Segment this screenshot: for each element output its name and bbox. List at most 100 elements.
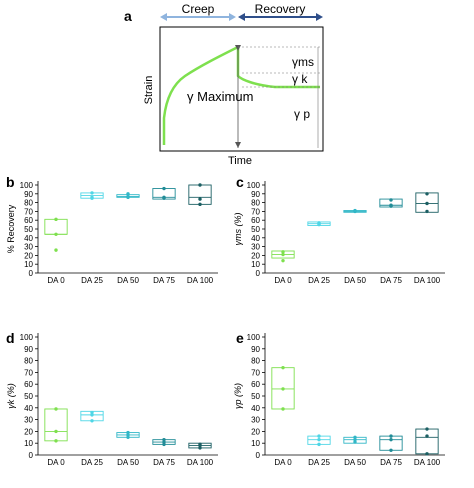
recovery-arrow-right-head (316, 13, 323, 21)
data-point (389, 198, 393, 202)
x-tick-label: DA 100 (414, 276, 441, 285)
gamma-maximum-label: γ Maximum (187, 89, 253, 104)
data-point (90, 196, 94, 200)
data-point (126, 430, 130, 435)
data-point (353, 435, 357, 439)
y-axis-title: γms (%) (233, 213, 243, 246)
y-tick-label: 90 (251, 345, 260, 354)
y-tick-label: 90 (24, 345, 33, 354)
x-tick-label: DA 50 (117, 276, 139, 285)
data-point (198, 443, 202, 448)
creep-recovery-diagram: a Creep Recovery Strain Time γ Maximum γ… (124, 2, 324, 167)
y-tick-label: 30 (24, 416, 33, 425)
data-point (198, 183, 202, 187)
data-point (389, 448, 393, 452)
box (44, 218, 68, 235)
gamma-p-label: γ p (294, 107, 310, 121)
data-point (90, 413, 94, 417)
y-tick-label: 60 (24, 380, 33, 389)
data-point (54, 429, 58, 434)
y-tick-label: 0 (29, 451, 34, 460)
creep-arrow-left-head (160, 13, 167, 21)
x-tick-label: DA 0 (274, 276, 292, 285)
x-tick-label: DA 0 (47, 458, 65, 467)
y-tick-label: 0 (256, 269, 261, 278)
y-tick-label: 90 (251, 190, 260, 199)
gamma-k-label: γ k (292, 72, 308, 86)
x-tick-label: DA 25 (308, 276, 330, 285)
y-tick-label: 30 (24, 243, 33, 252)
panel-label-b: b (6, 174, 15, 190)
data-point (353, 437, 357, 442)
y-tick-label: 70 (24, 207, 33, 216)
y-tick-label: 10 (251, 439, 260, 448)
x-tick-label: DA 75 (153, 276, 175, 285)
data-point (126, 195, 130, 200)
y-tick-label: 20 (251, 251, 260, 260)
data-point (281, 258, 285, 263)
x-tick-label: DA 75 (153, 458, 175, 467)
box (44, 408, 68, 442)
y-tick-label: 0 (29, 269, 34, 278)
y-tick-label: 50 (251, 392, 260, 401)
y-tick-label: 90 (24, 190, 33, 199)
y-tick-label: 80 (24, 357, 33, 366)
y-tick-label: 70 (251, 368, 260, 377)
recovery-arrow-left-head (238, 13, 245, 21)
y-axis-title: % Recovery (6, 204, 16, 253)
data-point (425, 201, 429, 206)
panel-label-e: e (236, 330, 244, 346)
data-point (162, 440, 166, 444)
y-tick-label: 40 (24, 234, 33, 243)
data-point (425, 452, 429, 456)
x-tick-label: DA 25 (81, 458, 103, 467)
y-tick-label: 80 (251, 357, 260, 366)
strain-curve (162, 45, 320, 145)
y-tick-label: 40 (251, 404, 260, 413)
y-tick-label: 100 (20, 333, 34, 342)
y-tick-label: 80 (251, 199, 260, 208)
data-point (353, 440, 357, 444)
y-tick-label: 60 (251, 216, 260, 225)
data-point (389, 437, 393, 442)
y-tick-label: 40 (251, 234, 260, 243)
y-tick-label: 50 (24, 225, 33, 234)
panel-e-gamma-p-chart: e 0 10 20 30 40 50 60 70 80 90 100 γp (%) DA 0 DA 25 DA… (233, 330, 445, 467)
y-tick-label: 100 (247, 181, 261, 190)
y-tick-label: 40 (24, 404, 33, 413)
y-tick-label: 10 (24, 439, 33, 448)
x-tick-label: DA 50 (344, 276, 366, 285)
panel-label-c: c (236, 174, 244, 190)
x-tick-label: DA 100 (187, 458, 214, 467)
max-strain-guide-bottom-head (235, 142, 241, 148)
y-tick-label: 20 (24, 427, 33, 436)
data-point (90, 410, 94, 415)
y-axis-title: γk (%) (6, 383, 16, 409)
x-tick-label: DA 25 (308, 458, 330, 467)
data-point (54, 407, 58, 411)
y-tick-label: 100 (247, 333, 261, 342)
x-tick-label: DA 25 (81, 276, 103, 285)
data-point (425, 427, 429, 431)
y-tick-label: 10 (24, 260, 33, 269)
y-tick-label: 50 (24, 392, 33, 401)
data-point (425, 434, 429, 438)
diagram-frame (159, 26, 324, 152)
data-point (198, 202, 202, 207)
diagram-x-label: Time (228, 155, 252, 167)
x-tick-label: DA 0 (274, 458, 292, 467)
data-point (162, 442, 166, 447)
y-tick-label: 20 (251, 427, 260, 436)
x-tick-label: DA 50 (344, 458, 366, 467)
y-tick-label: 60 (251, 380, 260, 389)
x-tick-label: DA 75 (380, 458, 402, 467)
data-point (281, 365, 285, 370)
y-tick-label: 50 (251, 225, 260, 234)
data-point (425, 209, 429, 214)
y-tick-label: 10 (251, 260, 260, 269)
data-point (162, 186, 166, 191)
box (188, 184, 212, 205)
y-tick-label: 70 (24, 368, 33, 377)
